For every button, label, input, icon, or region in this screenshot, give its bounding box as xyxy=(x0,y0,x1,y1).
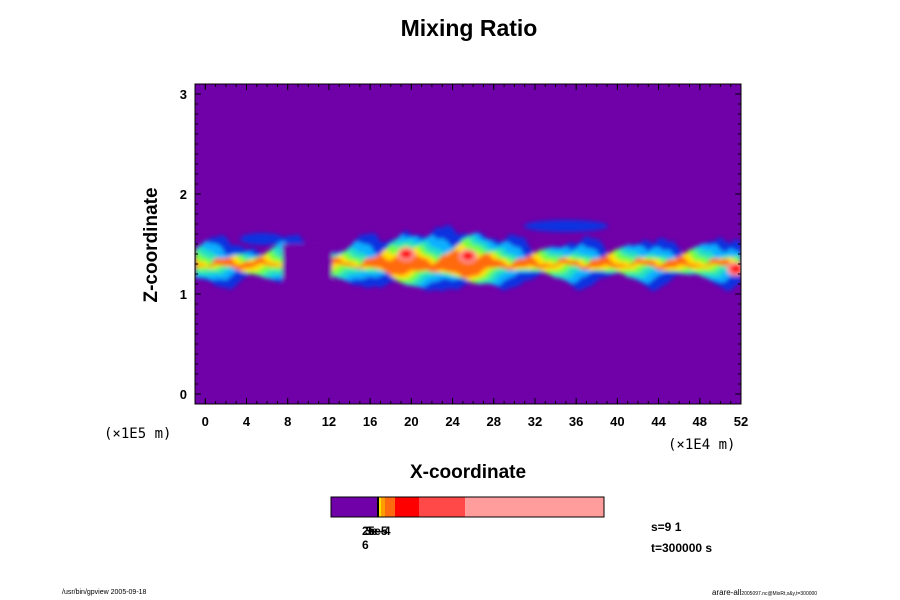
colorbar-segment xyxy=(395,497,419,517)
mixing-band xyxy=(195,220,741,292)
colorbar-segment xyxy=(385,497,395,517)
axis-ticks xyxy=(194,84,742,404)
y-tick-label: 2 xyxy=(180,187,187,202)
colorbar-segment xyxy=(331,497,377,517)
colorbar xyxy=(330,496,605,518)
y-axis-title: Z-coordinate xyxy=(141,187,162,302)
step-info: s=9 1 xyxy=(651,520,682,534)
band-gap xyxy=(282,244,333,289)
band-layer xyxy=(195,249,741,278)
x-tick-label: 12 xyxy=(322,414,336,429)
colorbar-tick-label: 3e-5 xyxy=(365,524,388,538)
feature-right-upper-patch xyxy=(523,220,608,232)
time-info: t=300000 s xyxy=(651,541,712,555)
colorbar-segment xyxy=(379,497,381,517)
x-tick-label: 28 xyxy=(487,414,501,429)
x-tick-label: 8 xyxy=(284,414,291,429)
chart-title: Mixing Ratio xyxy=(400,15,538,41)
x-axis-title: X-coordinate xyxy=(410,462,526,483)
feature-hotspot-2 xyxy=(462,251,474,261)
x-tick-label: 36 xyxy=(569,414,583,429)
y-tick-labels: 0 1 2 3 xyxy=(180,87,187,402)
y-tick-label: 1 xyxy=(180,287,187,302)
footer-source: arare-all2005097.nc@MixRt,x&y,t=300000 xyxy=(712,588,817,597)
colorbar-segment xyxy=(419,497,465,517)
x-tick-label: 4 xyxy=(243,414,251,429)
x-tick-label: 16 xyxy=(363,414,377,429)
footer-command: /usr/bin/gpview 2005-09-18 xyxy=(62,589,147,596)
x-scale-note: (×1E4 m) xyxy=(668,437,735,453)
feature-left-patch xyxy=(239,233,284,245)
colorbar-tick-label: 2e-6 xyxy=(362,524,378,552)
x-tick-label: 0 xyxy=(202,414,209,429)
y-tick-label: 3 xyxy=(180,87,187,102)
feature-hotspot-3 xyxy=(729,264,741,274)
x-tick-label: 52 xyxy=(734,414,748,429)
x-tick-label: 24 xyxy=(445,414,460,429)
x-tick-label: 32 xyxy=(528,414,542,429)
colorbar-segment xyxy=(381,497,385,517)
y-scale-note: (×1E5 m) xyxy=(104,426,171,442)
footer-source-sub: 2005097.nc@MixRt,x&y,t=300000 xyxy=(741,591,818,597)
colorbar-frame xyxy=(330,496,605,518)
feature-hotspot-1 xyxy=(400,249,413,259)
colorbar-segment xyxy=(465,497,604,517)
x-tick-label: 48 xyxy=(693,414,707,429)
colorbar-segment xyxy=(377,497,379,517)
footer-source-main: arare-all xyxy=(712,588,742,597)
x-tick-label: 20 xyxy=(404,414,418,429)
x-tick-label: 44 xyxy=(651,414,666,429)
y-tick-label: 0 xyxy=(180,387,187,402)
x-tick-label: 40 xyxy=(610,414,624,429)
colorbar-tick-label: 5e-4 xyxy=(368,524,391,538)
plot-area xyxy=(195,84,741,404)
x-tick-labels: 0 4 8 12 16 20 24 28 32 36 40 44 48 52 xyxy=(202,414,749,429)
